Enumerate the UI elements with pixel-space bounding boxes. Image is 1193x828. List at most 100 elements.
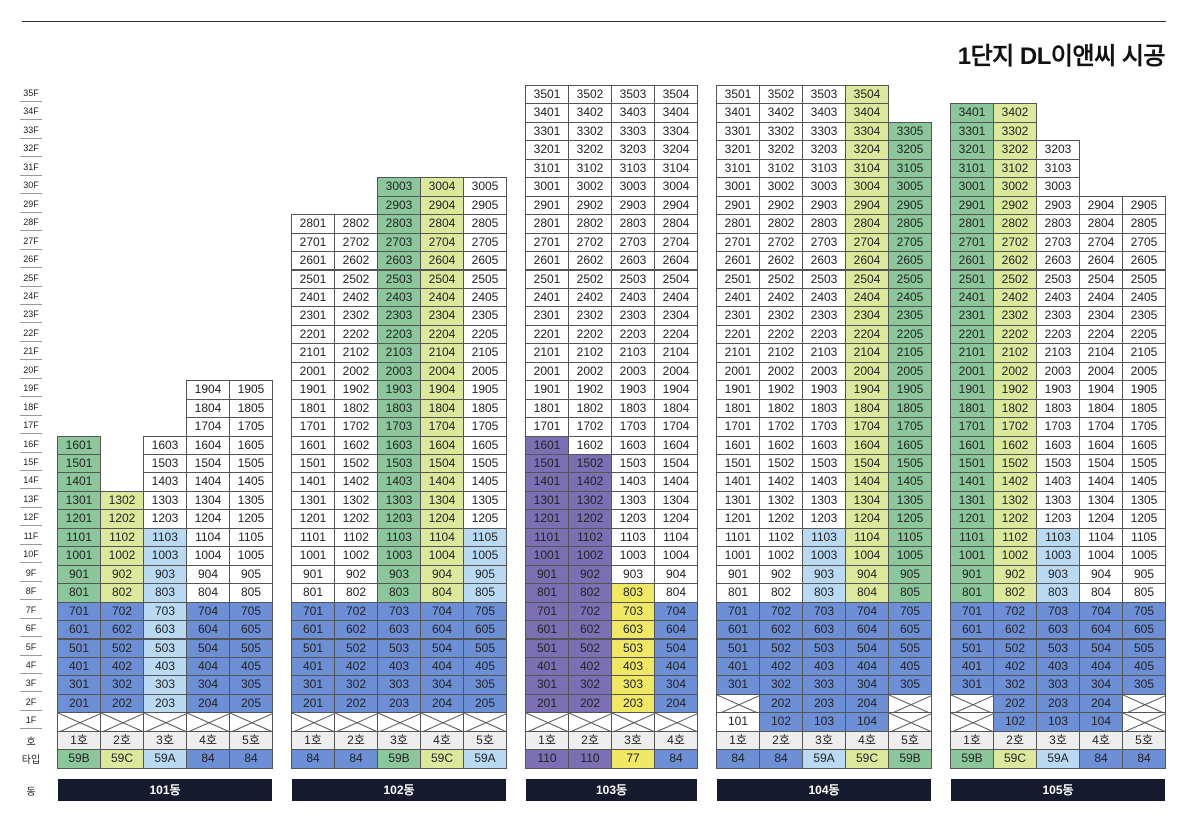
type-cell: 59B: [950, 749, 994, 769]
unit-cell: 1104: [1079, 527, 1123, 548]
unit-cell: 2504: [845, 269, 889, 289]
unit-cell: 2203: [1036, 324, 1080, 345]
floor-label: 1F: [20, 712, 42, 730]
unit-cell: 305: [888, 675, 932, 695]
empty-unit: [57, 712, 101, 732]
unit-cell: 1203: [143, 509, 187, 529]
ho-cell: 1호: [525, 730, 569, 751]
unit-cell: 3003: [377, 177, 421, 197]
unit-cell: 1004: [654, 546, 698, 566]
unit-cell: 2805: [463, 214, 507, 234]
floor-label: 28F: [20, 214, 42, 232]
unit-cell: 2904: [420, 195, 464, 216]
unit-cell: 2004: [1079, 361, 1123, 382]
unit-cell: 301: [525, 675, 569, 695]
unit-cell: 2005: [1122, 361, 1166, 382]
unit-cell: 1004: [1079, 546, 1123, 566]
unit-cell: 2303: [1036, 306, 1080, 326]
unit-cell: 2203: [377, 324, 421, 345]
unit-cell: 501: [291, 638, 335, 658]
unit-cell: 2205: [463, 324, 507, 345]
unit-cell: 1905: [463, 380, 507, 400]
type-cell: 59B: [888, 749, 932, 769]
unit-cell: 2301: [525, 306, 569, 326]
unit-cell: 1604: [420, 435, 464, 455]
unit-cell: 303: [143, 675, 187, 695]
unit-cell: 3304: [845, 121, 889, 142]
unit-cell: 902: [334, 564, 378, 585]
unit-cell: 3102: [568, 158, 612, 179]
unit-cell: 703: [377, 601, 421, 622]
unit-cell: 2204: [420, 324, 464, 345]
unit-cell: 2801: [291, 214, 335, 234]
unit-cell: 2605: [463, 251, 507, 271]
unit-cell: 602: [759, 620, 803, 640]
unit-cell: 2303: [377, 306, 421, 326]
ho-cell: 3호: [802, 730, 846, 751]
unit-cell: 1404: [420, 472, 464, 492]
unit-cell: 1402: [568, 472, 612, 492]
empty-unit: [568, 712, 612, 732]
floor-label: 24F: [20, 288, 42, 305]
unit-cell: 1405: [229, 472, 273, 492]
unit-cell: 2804: [654, 214, 698, 234]
type-cell: 59B: [57, 749, 101, 769]
unit-cell: 1902: [334, 380, 378, 400]
unit-cell: 801: [57, 583, 101, 603]
unit-cell: 802: [334, 583, 378, 603]
unit-cell: 204: [845, 693, 889, 714]
unit-cell: 2302: [993, 306, 1037, 326]
unit-cell: 504: [845, 638, 889, 658]
ho-cell: 1호: [291, 730, 335, 751]
unit-cell: 3403: [611, 103, 655, 123]
unit-cell: 1402: [993, 472, 1037, 492]
unit-cell: 2704: [845, 232, 889, 253]
unit-cell: 404: [420, 656, 464, 677]
unit-cell: 505: [229, 638, 273, 658]
unit-cell: 1704: [1079, 417, 1123, 437]
empty-unit: [291, 712, 335, 732]
unit-cell: 2103: [802, 343, 846, 363]
unit-cell: 2201: [950, 324, 994, 345]
unit-cell: 3001: [525, 177, 569, 197]
unit-cell: 2003: [802, 361, 846, 382]
unit-cell: 1704: [420, 417, 464, 437]
unit-cell: 1002: [759, 546, 803, 566]
unit-cell: 1705: [1122, 417, 1166, 437]
unit-cell: 205: [229, 693, 273, 714]
unit-cell: 201: [291, 693, 335, 714]
unit-cell: 1603: [1036, 435, 1080, 455]
unit-cell: 1102: [334, 527, 378, 548]
unit-cell: 904: [654, 564, 698, 585]
unit-cell: 404: [1079, 656, 1123, 677]
unit-cell: 603: [611, 620, 655, 640]
unit-cell: 2705: [888, 232, 932, 253]
unit-cell: 1203: [611, 509, 655, 529]
unit-cell: 702: [334, 601, 378, 622]
unit-cell: 2803: [611, 214, 655, 234]
unit-cell: 1101: [57, 527, 101, 548]
unit-cell: 2705: [1122, 232, 1166, 253]
unit-cell: 2004: [654, 361, 698, 382]
unit-cell: 702: [100, 601, 144, 622]
unit-cell: 2005: [463, 361, 507, 382]
type-cell: 59A: [1036, 749, 1080, 769]
ho-cell: 3호: [377, 730, 421, 751]
unit-cell: 2105: [888, 343, 932, 363]
unit-cell: 1901: [716, 380, 760, 400]
unit-cell: 2902: [568, 195, 612, 216]
unit-cell: 1403: [377, 472, 421, 492]
unit-cell: 2803: [802, 214, 846, 234]
unit-cell: 1104: [186, 527, 230, 548]
unit-cell: 2705: [463, 232, 507, 253]
floor-label: 32F: [20, 140, 42, 158]
unit-cell: 305: [1122, 675, 1166, 695]
unit-cell: 1603: [802, 435, 846, 455]
unit-cell: 201: [525, 693, 569, 714]
unit-cell: 1102: [100, 527, 144, 548]
type-cell: 84: [334, 749, 378, 769]
unit-cell: 2505: [888, 269, 932, 289]
unit-cell: 204: [420, 693, 464, 714]
empty-unit: [888, 712, 932, 732]
unit-cell: 805: [463, 583, 507, 603]
